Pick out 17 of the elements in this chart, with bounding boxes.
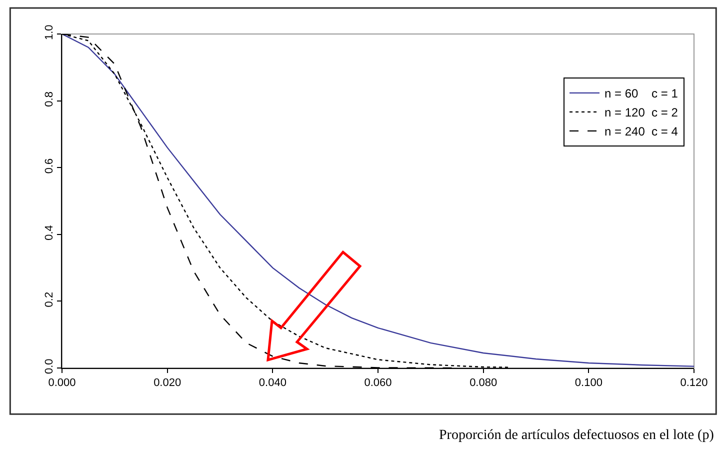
x-tick-label: 0.000 (48, 377, 76, 390)
y-tick-label: 0.6 (44, 158, 56, 174)
x-tick-label: 0.020 (154, 377, 182, 390)
x-tick-label: 0.120 (680, 377, 708, 390)
y-tick-label: 0.8 (44, 92, 56, 107)
y-tick-label: 0.2 (44, 292, 56, 308)
x-tick-label: 0.060 (364, 377, 392, 390)
x-tick-label: 0.100 (574, 377, 602, 390)
legend-label: n = 240 c = 4 (604, 124, 678, 139)
x-axis-title: Proporción de artículos defectuosos en el lote (p) (439, 428, 714, 443)
y-tick-label: 0.0 (44, 358, 56, 374)
y-tick-label: 0.4 (44, 225, 56, 240)
x-tick-label: 0.080 (470, 377, 498, 390)
legend-label: n = 120 c = 2 (604, 106, 678, 120)
y-tick-label: 1.0 (44, 24, 56, 40)
legend-label: n = 60 c = 1 (604, 86, 678, 101)
x-tick-label: 0.040 (258, 377, 286, 390)
